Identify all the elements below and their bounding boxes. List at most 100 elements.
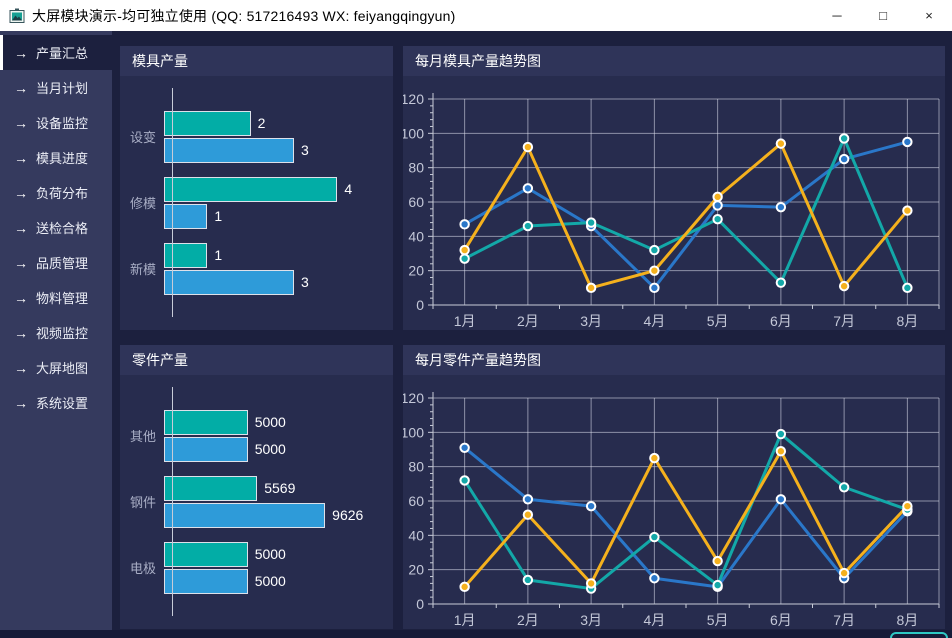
line-chart: 0 20 40 60 80 100 120 1月 2月 3月 4月 5月 6月 7月 8月 [403, 375, 945, 629]
svg-text:5月: 5月 [707, 612, 729, 628]
panel-part-production: 零件产量 其他 5000 5000 钢件 5569 9626 电极 5000 5000 [120, 345, 393, 629]
sidebar-item-label: 设备监控 [36, 116, 89, 131]
content-area: → 产量汇总 → 当月计划 → 设备监控 → 模具进度 → 负荷分布 → 送检合格 → 品质管理 → 物料管理… [0, 31, 952, 630]
maximize-button[interactable]: □ [879, 8, 887, 23]
arrow-right-icon: → [14, 149, 28, 166]
minimize-button[interactable]: ─ [832, 8, 842, 23]
taskbar-corner-widget[interactable] [890, 632, 948, 638]
bar-value-label: 5569 [264, 480, 296, 496]
sidebar-item-label: 物料管理 [36, 291, 89, 306]
main-area: 模具产量 设变 2 3 修模 4 1 新模 1 3 每月模具产量趋势图 0 20 40 60 80 100… [112, 31, 952, 630]
sidebar-item-模具进度[interactable]: → 模具进度 [0, 140, 112, 175]
svg-text:120: 120 [403, 390, 424, 406]
line-chart: 0 20 40 60 80 100 120 1月 2月 3月 4月 5月 6月 7月 8月 [403, 76, 945, 330]
bar-line: 5000 [164, 541, 385, 567]
bar-value-label: 3 [301, 274, 309, 290]
sidebar-item-负荷分布[interactable]: → 负荷分布 [0, 175, 112, 210]
sidebar-item-大屏地图[interactable]: → 大屏地图 [0, 350, 112, 385]
bar-line: 4 [164, 176, 385, 202]
bar-plot: 其他 5000 5000 钢件 5569 9626 电极 5000 5000 [130, 387, 385, 616]
window-controls: ─ □ × [814, 0, 952, 31]
svg-text:40: 40 [408, 527, 424, 543]
bar-teal [164, 475, 258, 501]
bar-line: 5000 [164, 436, 385, 462]
bar-value-label: 1 [214, 208, 223, 224]
svg-text:5月: 5月 [707, 313, 729, 329]
app-picture-icon [9, 8, 25, 23]
sidebar-item-设备监控[interactable]: → 设备监控 [0, 105, 112, 140]
bar-teal [164, 409, 248, 435]
bar-group: 电极 5000 5000 [130, 541, 385, 594]
panel-title: 每月模具产量趋势图 [403, 46, 945, 76]
sidebar-item-label: 品质管理 [36, 256, 89, 271]
sidebar-item-当月计划[interactable]: → 当月计划 [0, 70, 112, 105]
arrow-right-icon: → [14, 114, 28, 131]
panel-title: 模具产量 [120, 46, 393, 76]
bar-value-label: 3 [301, 142, 309, 158]
arrow-right-icon: → [14, 219, 28, 236]
svg-text:4月: 4月 [643, 313, 665, 329]
svg-text:120: 120 [403, 91, 424, 107]
sidebar-item-送检合格[interactable]: → 送检合格 [0, 210, 112, 245]
sidebar-item-label: 模具进度 [36, 151, 89, 166]
bar-line: 1 [164, 203, 385, 229]
svg-text:100: 100 [403, 424, 424, 440]
bar-group: 新模 1 3 [130, 242, 385, 295]
bar-line: 5000 [164, 568, 385, 594]
sidebar-item-label: 产量汇总 [36, 46, 89, 61]
svg-text:4月: 4月 [643, 612, 665, 628]
svg-text:1月: 1月 [454, 612, 476, 628]
sidebar-item-label: 负荷分布 [36, 186, 89, 201]
bar-group: 钢件 5569 9626 [130, 475, 385, 528]
sidebar-item-系统设置[interactable]: → 系统设置 [0, 385, 112, 420]
sidebar-item-品质管理[interactable]: → 品质管理 [0, 245, 112, 280]
sidebar-item-label: 大屏地图 [36, 361, 89, 376]
sidebar-item-label: 当月计划 [36, 81, 89, 96]
bar-blue [164, 269, 294, 295]
bar-value-label: 5000 [254, 573, 286, 589]
arrow-right-icon: → [14, 79, 28, 96]
svg-text:7月: 7月 [833, 313, 855, 329]
titlebar: 大屏模块演示-均可独立使用 (QQ: 517216493 WX: feiyang… [0, 0, 952, 31]
svg-text:7月: 7月 [833, 612, 855, 628]
category-label: 其他 [130, 429, 157, 444]
sidebar-item-物料管理[interactable]: → 物料管理 [0, 280, 112, 315]
svg-text:1月: 1月 [454, 313, 476, 329]
bar-teal [164, 242, 208, 268]
svg-text:6月: 6月 [770, 313, 792, 329]
svg-text:0: 0 [416, 297, 424, 313]
sidebar-item-产量汇总[interactable]: → 产量汇总 [0, 35, 112, 70]
arrow-right-icon: → [14, 324, 28, 341]
close-button[interactable]: × [925, 8, 933, 23]
bar-value-label: 2 [257, 115, 266, 131]
part-trend-chart: 0 20 40 60 80 100 120 1月 2月 3月 4月 5月 6月 7月 8月 [403, 375, 945, 629]
bar-value-label: 9626 [332, 507, 364, 523]
panel-title: 零件产量 [120, 345, 393, 375]
svg-text:0: 0 [416, 596, 424, 612]
bar-value-label: 5000 [254, 546, 286, 562]
svg-text:3月: 3月 [580, 612, 602, 628]
svg-text:20: 20 [408, 263, 424, 279]
bar-value-label: 5000 [254, 441, 286, 457]
svg-text:60: 60 [408, 493, 424, 509]
bar-blue [164, 203, 208, 229]
svg-text:60: 60 [408, 194, 424, 210]
sidebar: → 产量汇总 → 当月计划 → 设备监控 → 模具进度 → 负荷分布 → 送检合格 → 品质管理 → 物料管理… [0, 31, 112, 630]
panel-mold-production: 模具产量 设变 2 3 修模 4 1 新模 1 3 [120, 46, 393, 330]
svg-text:2月: 2月 [517, 313, 539, 329]
category-label: 钢件 [130, 495, 157, 510]
sidebar-item-label: 送检合格 [36, 221, 89, 236]
bar-value-label: 5000 [254, 414, 286, 430]
bar-line: 2 [164, 110, 385, 136]
value-axis-line [172, 387, 173, 616]
svg-text:2月: 2月 [517, 612, 539, 628]
sidebar-item-视频监控[interactable]: → 视频监控 [0, 315, 112, 350]
arrow-right-icon: → [14, 44, 28, 61]
bar-line: 3 [164, 137, 385, 163]
arrow-right-icon: → [14, 184, 28, 201]
bar-pair: 5000 5000 [164, 541, 385, 594]
bar-group: 设变 2 3 [130, 110, 385, 163]
arrow-right-icon: → [14, 289, 28, 306]
